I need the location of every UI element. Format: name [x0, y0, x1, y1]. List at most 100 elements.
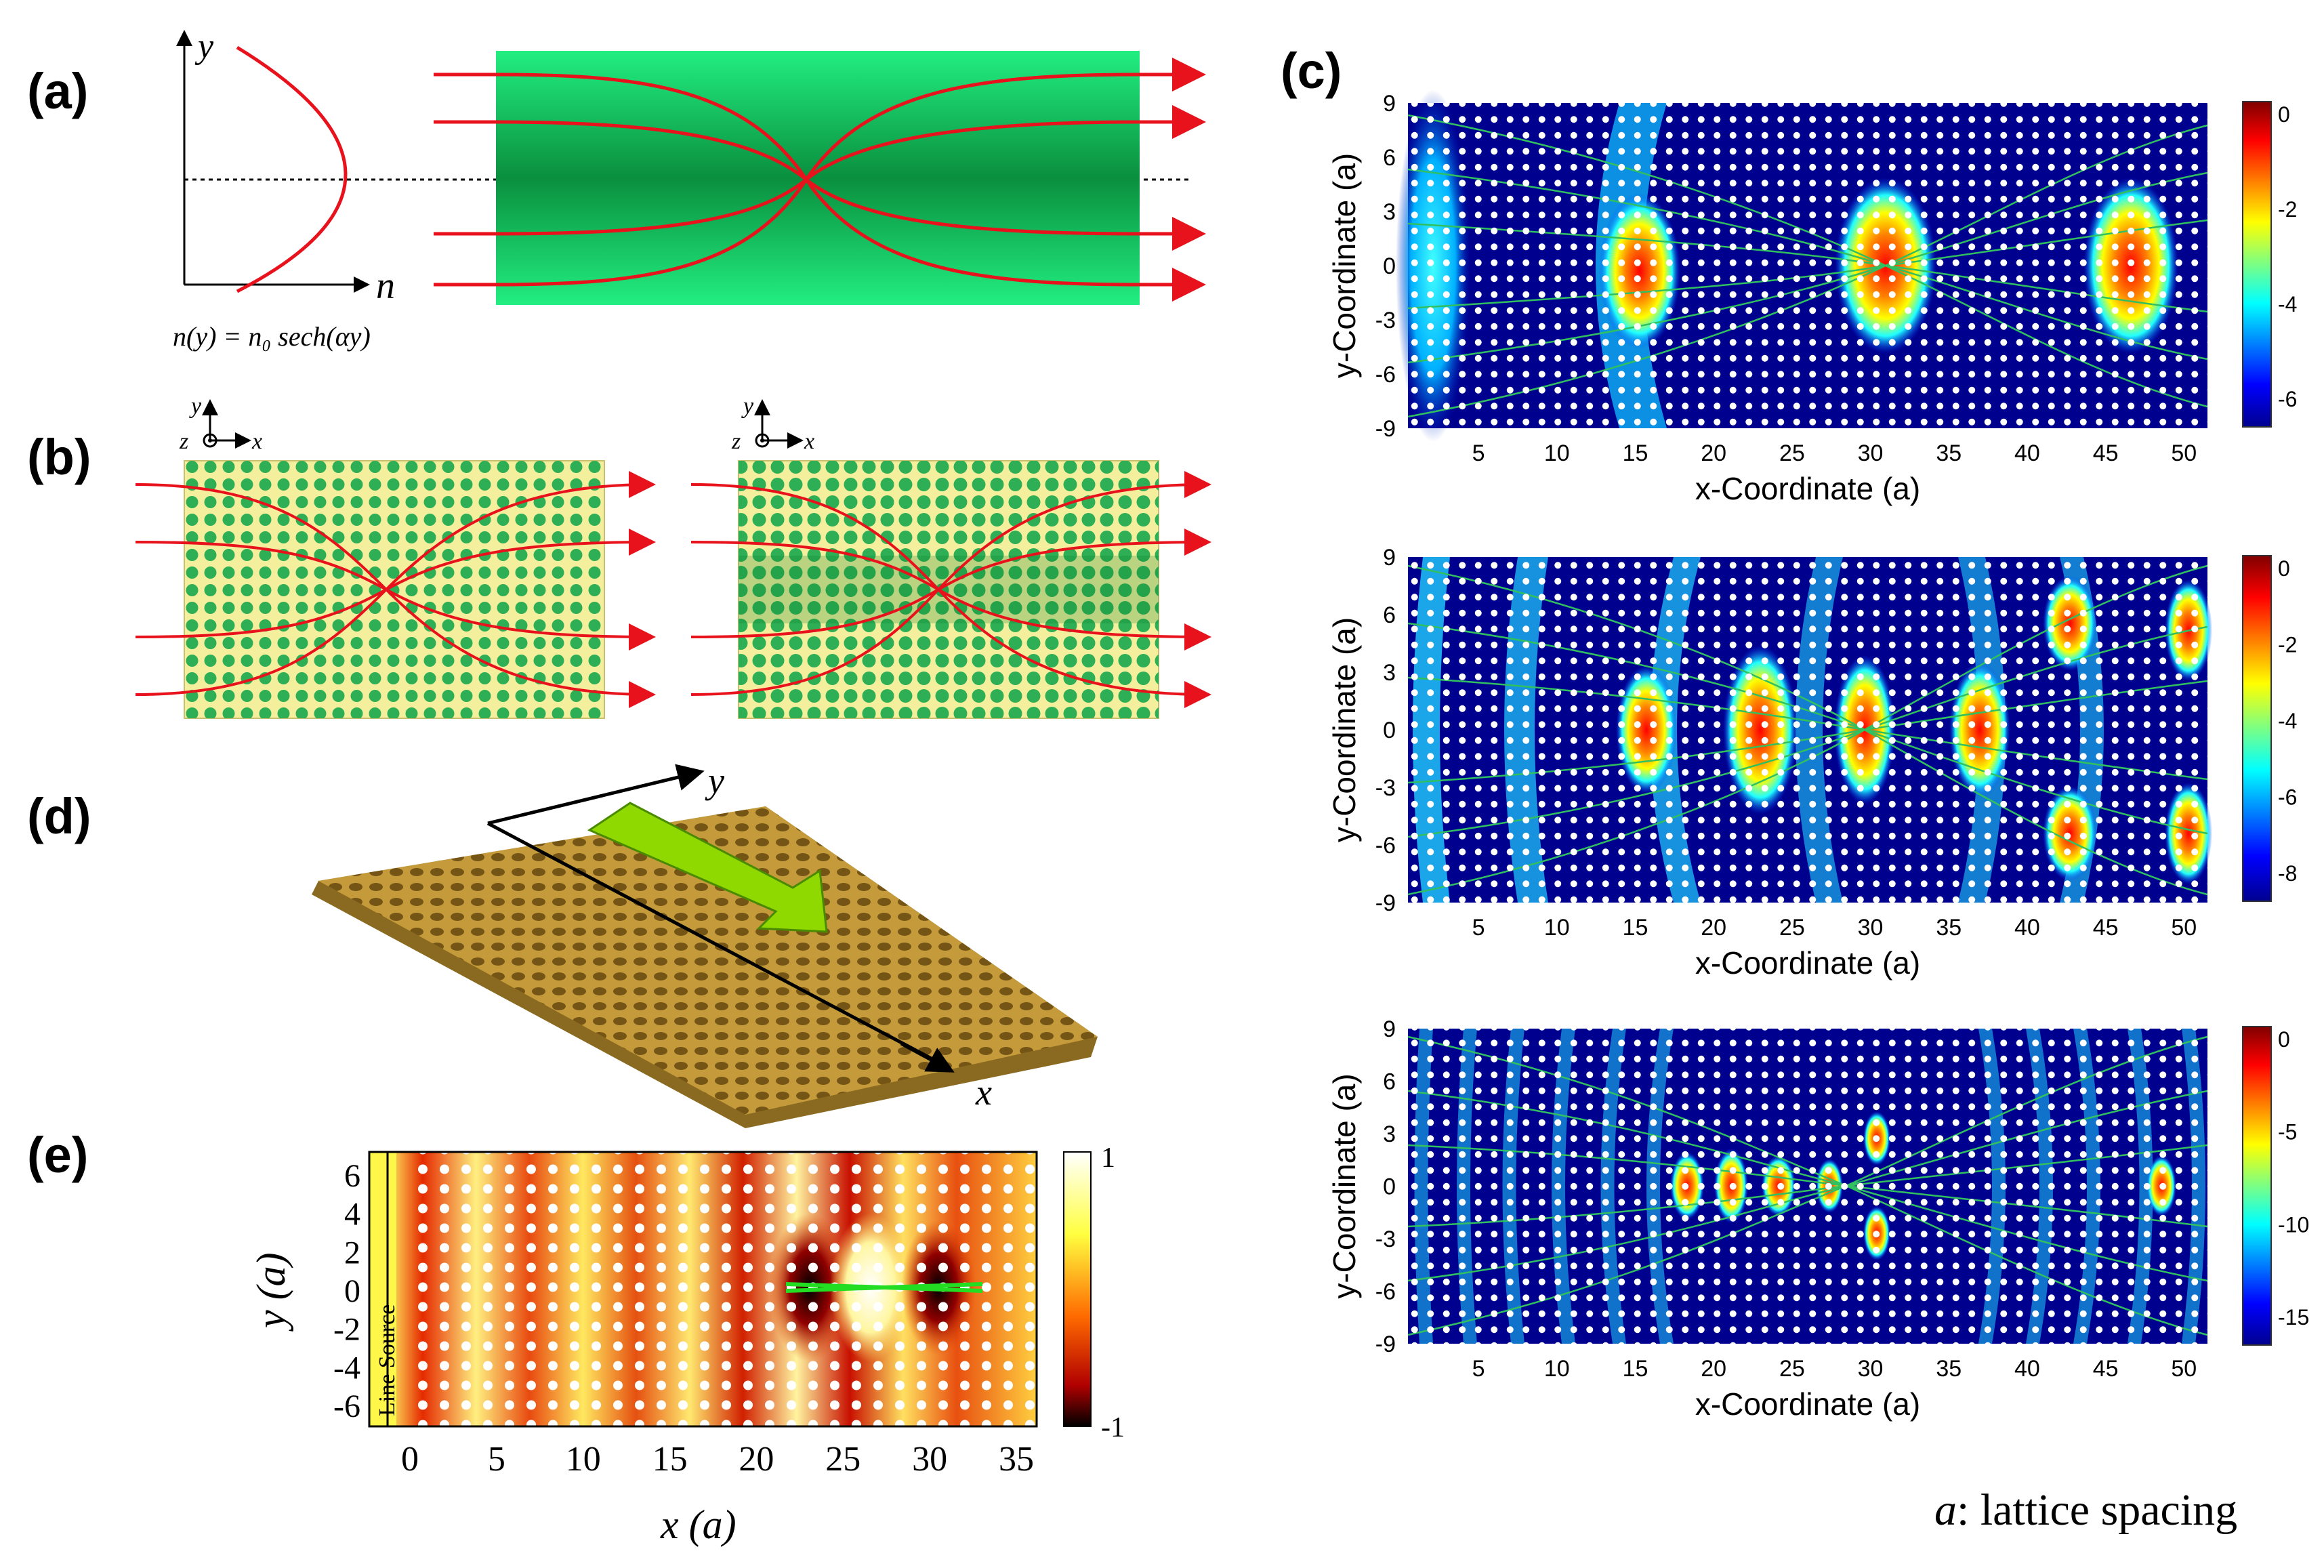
e-xtick: 20: [739, 1440, 774, 1479]
e-ytick: 0: [344, 1273, 360, 1309]
panel-c-label: (c): [1281, 43, 1342, 99]
c3-ytick: 3: [1383, 1121, 1396, 1147]
e-colorbar: [1063, 1151, 1092, 1427]
c1-ylabel: y-Coordinate (a): [1327, 153, 1362, 378]
a-index-profile-curve: [236, 45, 348, 293]
c1-xtick: 20: [1701, 440, 1726, 466]
c3-xtick: 30: [1858, 1356, 1884, 1382]
b-rays-left: [135, 471, 656, 708]
c3-xtick: 50: [2171, 1356, 2197, 1382]
c1-ytick: 0: [1383, 253, 1396, 279]
c-plot-3: [1407, 1026, 2272, 1346]
d-x-axis: [900, 1041, 955, 1073]
c2-xtick: 45: [2093, 915, 2119, 941]
c3-cbar-tick: 0: [2278, 1027, 2290, 1052]
b-center-dark-band: [739, 556, 1159, 623]
e-cbar-top: 1: [1101, 1142, 1115, 1174]
c2-ytick: 0: [1383, 718, 1396, 743]
c1-ytick: 6: [1383, 145, 1396, 171]
c1-cbar-tick: -6: [2278, 387, 2297, 411]
c1-xtick: 30: [1858, 440, 1884, 466]
footnote: a: lattice spacing: [1934, 1485, 2237, 1535]
c3-ytick: -3: [1375, 1226, 1396, 1252]
c2-xtick: 5: [1472, 915, 1485, 941]
c2-xtick: 25: [1779, 915, 1805, 941]
c3-xtick: 10: [1544, 1356, 1570, 1382]
e-line-source-label: Line Source: [375, 1304, 400, 1416]
e-xtick: 5: [488, 1440, 505, 1479]
d-propagation-arrow: [587, 802, 828, 933]
c3-ytick: 0: [1383, 1174, 1396, 1200]
c2-xtick: 50: [2171, 915, 2197, 941]
c2-ytick: -6: [1375, 833, 1396, 859]
c2-cbar-tick: 0: [2278, 556, 2290, 581]
footnote-text: a: lattice spacing: [1934, 1485, 2237, 1535]
e-xtick: 30: [912, 1440, 947, 1479]
b-axes-right: y z x: [731, 394, 814, 454]
b-axes-left: y z x: [179, 394, 262, 454]
panel-c: (c): [1281, 43, 2309, 1422]
c1-xtick: 5: [1472, 440, 1485, 466]
d-y-label: y: [705, 760, 724, 801]
c1-ytick: -3: [1375, 308, 1396, 333]
e-line-source-strip: [369, 1152, 396, 1426]
panel-a-label: (a): [27, 63, 88, 119]
c1-xtick: 10: [1544, 440, 1570, 466]
c-plot-2: [1407, 555, 2272, 903]
e-xtick: 10: [566, 1440, 601, 1479]
c3-ytick: 6: [1383, 1069, 1396, 1095]
c3-xtick: 5: [1472, 1356, 1485, 1382]
panel-d: (d) y x: [27, 760, 1098, 1128]
c2-ylabel: y-Coordinate (a): [1327, 617, 1362, 842]
c3-holes: [1408, 1029, 2207, 1344]
c3-xtick: 20: [1701, 1356, 1726, 1382]
c2-ytick: 6: [1383, 602, 1396, 628]
c2-xtick: 40: [2014, 915, 2040, 941]
c3-cbar-tick: -10: [2278, 1212, 2309, 1237]
panel-e: (e) Line Source 1 -1 y (a) x (a) 0 5 10 15 2…: [27, 1127, 1125, 1547]
d-center-line: [486, 821, 936, 1062]
panel-d-label: (d): [27, 788, 91, 844]
c2-ytick: 3: [1383, 660, 1396, 686]
d-holes: [318, 806, 1098, 1115]
d-x-label: x: [975, 1072, 992, 1113]
b-holes-right: [739, 461, 1159, 718]
c1-xtick: 35: [1936, 440, 1962, 466]
c1-xtick: 40: [2014, 440, 2040, 466]
c2-xtick: 10: [1544, 915, 1570, 941]
svg-text:y: y: [189, 394, 202, 419]
e-ytick: -6: [333, 1388, 360, 1424]
c1-xtick: 45: [2093, 440, 2119, 466]
e-ytick: 2: [344, 1235, 360, 1271]
panel-a: (a) y n n(y) = n₀ sech(αy): [27, 27, 1206, 352]
c2-colorbar: [2242, 555, 2272, 902]
e-frame: [368, 1151, 1038, 1428]
c3-xlabel: x-Coordinate (a): [1695, 1386, 1920, 1422]
svg-text:z: z: [179, 429, 188, 454]
c1-ytick: -6: [1375, 362, 1396, 388]
c3-xtick: 25: [1779, 1356, 1805, 1382]
e-xtick: 25: [825, 1440, 860, 1479]
c3-cbar-tick: -15: [2278, 1305, 2309, 1329]
c2-xtick: 30: [1858, 915, 1884, 941]
c2-cbar-tick: -4: [2278, 709, 2297, 733]
e-focus-rays: [785, 1282, 983, 1293]
c3-xtick: 15: [1623, 1356, 1648, 1382]
panel-e-label: (e): [27, 1127, 88, 1183]
c1-cbar-tick: 0: [2278, 102, 2290, 127]
c2-holes: [1408, 557, 2207, 903]
c2-cbar-tick: -2: [2278, 633, 2297, 657]
svg-text:x: x: [804, 429, 814, 454]
c3-ytick: 9: [1383, 1016, 1396, 1042]
e-ytick: 4: [344, 1197, 360, 1233]
e-ytick: 6: [344, 1158, 360, 1194]
svg-text:y: y: [741, 394, 754, 419]
e-xtick: 0: [401, 1440, 419, 1479]
a-x-axis-label: n: [376, 265, 395, 307]
e-cbar-bottom: -1: [1101, 1412, 1125, 1443]
e-ytick: -4: [333, 1350, 360, 1386]
e-xtick: 35: [999, 1440, 1034, 1479]
c3-colorbar: [2242, 1026, 2272, 1346]
c3-xtick: 40: [2014, 1356, 2040, 1382]
